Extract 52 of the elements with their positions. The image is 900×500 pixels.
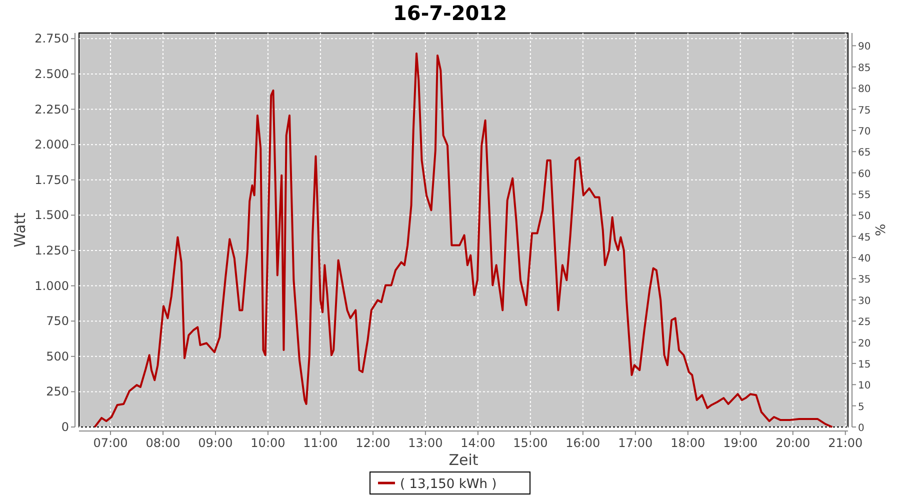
x-tick-label: 15:00 — [513, 436, 548, 450]
legend-label: ( 13,150 kWh ) — [400, 477, 497, 492]
y2-tick-label: 55 — [858, 190, 871, 201]
y-tick-label: 2.000 — [34, 138, 69, 152]
x-tick-label: 13:00 — [408, 436, 443, 450]
line-series — [94, 52, 834, 428]
y2-tick-label: 10 — [858, 380, 871, 392]
x-axis-title: Zeit — [448, 451, 478, 469]
y2-tick-label: 0 — [858, 423, 864, 434]
y-tick-label: 500 — [46, 349, 69, 364]
y2-tick-label: 90 — [858, 42, 871, 53]
y-tick-label: 2.500 — [34, 66, 69, 81]
y-tick-label: 750 — [46, 314, 69, 328]
y2-tick-label: 5 — [858, 402, 864, 413]
y-tick-label: 2.750 — [34, 32, 69, 46]
y-tick-label: 1.750 — [34, 172, 69, 187]
x-tick-label: 11:00 — [303, 436, 338, 450]
chart-title: 16-7-2012 — [392, 1, 508, 25]
y2-tick-label: 80 — [858, 84, 871, 96]
y2-tick-label: 40 — [858, 254, 871, 265]
x-tick-label: 09:00 — [198, 436, 233, 450]
y2-tick-label: 60 — [858, 168, 871, 180]
y-tick-label: 0 — [61, 420, 69, 434]
x-tick-label: 19:00 — [723, 436, 758, 450]
x-tick-label: 10:00 — [250, 436, 286, 450]
x-tick-label: 21:00 — [828, 436, 863, 450]
y2-tick-label: 25 — [858, 317, 871, 328]
y-axis-title: Watt — [11, 212, 29, 248]
y-tick-label: 250 — [46, 384, 69, 399]
y-tick-label: 1.000 — [34, 278, 69, 293]
x-tick-label: 16:00 — [566, 436, 600, 450]
y-tick-label: 2.250 — [34, 102, 69, 116]
y2-tick-label: 65 — [858, 148, 871, 159]
x-tick-label: 17:00 — [618, 436, 653, 450]
y2-tick-label: 20 — [858, 338, 871, 350]
y2-tick-label: 30 — [858, 296, 871, 307]
x-tick-label: 08:00 — [146, 436, 180, 450]
x-tick-label: 18:00 — [670, 436, 706, 450]
x-tick-label: 07:00 — [93, 436, 128, 450]
y2-axis-title: % — [874, 224, 889, 236]
y2-tick-label: 75 — [858, 105, 871, 116]
y2-tick-label: 45 — [858, 232, 871, 244]
y2-tick-label: 50 — [858, 211, 871, 222]
x-tick-label: 12:00 — [356, 436, 390, 450]
y-tick-label: 1.250 — [34, 243, 69, 258]
y2-tick-label: 70 — [858, 126, 871, 138]
y2-tick-label: 85 — [858, 62, 871, 74]
x-tick-label: 20:00 — [776, 436, 810, 450]
y2-tick-label: 35 — [858, 274, 871, 286]
x-tick-label: 14:00 — [460, 436, 496, 450]
y2-tick-label: 15 — [858, 359, 871, 370]
y-tick-label: 1.500 — [34, 208, 69, 222]
